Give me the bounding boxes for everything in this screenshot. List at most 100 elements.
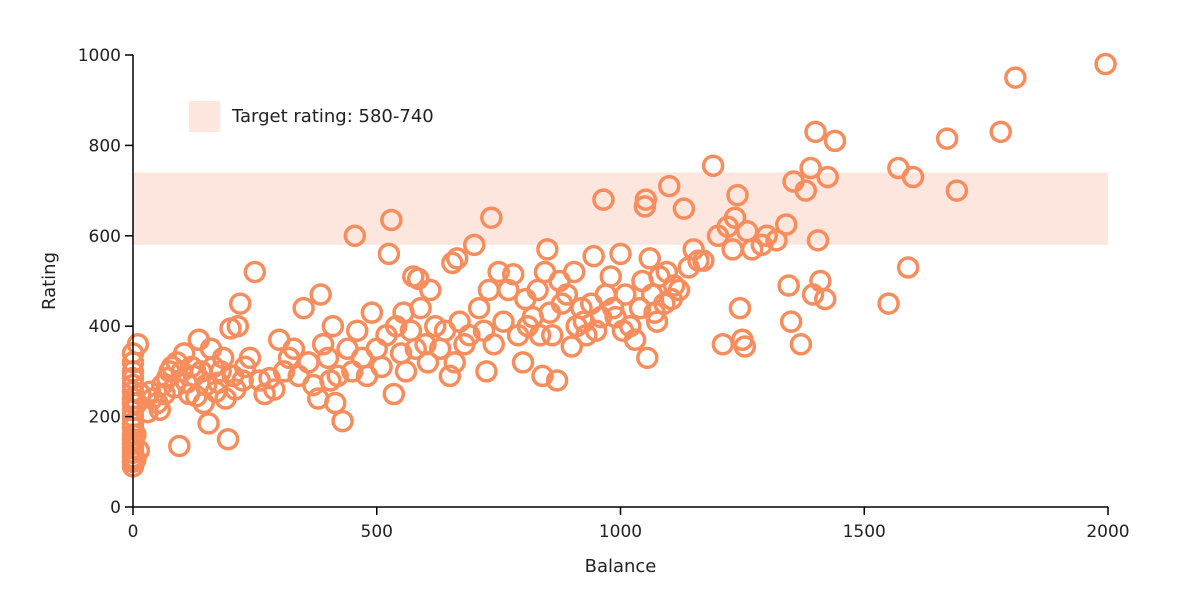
data-point — [545, 369, 569, 392]
data-point — [438, 364, 462, 388]
data-point — [814, 287, 837, 311]
data-point — [365, 337, 388, 361]
data-point — [448, 310, 471, 333]
data-point — [416, 351, 440, 374]
data-point — [229, 292, 252, 315]
data-point — [779, 310, 803, 333]
data-point — [331, 409, 354, 433]
data-point — [419, 278, 442, 302]
data-point — [129, 382, 152, 406]
data-point — [541, 323, 564, 347]
data-point — [502, 262, 525, 286]
data-point — [238, 346, 262, 370]
data-point — [463, 233, 486, 257]
data-point — [692, 249, 715, 272]
data-point — [346, 319, 369, 342]
data-point — [775, 213, 798, 236]
data-point — [324, 391, 347, 415]
data-point — [723, 206, 747, 229]
data-point — [989, 120, 1012, 144]
data-point — [394, 360, 418, 383]
data-point — [935, 127, 959, 150]
y-tick-label: 200 — [89, 408, 121, 428]
data-point — [601, 296, 625, 320]
x-tick-label: 2000 — [1086, 522, 1129, 542]
data-point — [584, 319, 608, 342]
data-point — [592, 188, 615, 211]
x-axis-ticks: 0 500 1000 1500 2000 — [128, 507, 1130, 542]
data-point — [799, 156, 822, 180]
data-point — [382, 382, 406, 406]
x-tick-label: 1000 — [599, 522, 642, 542]
data-point — [877, 292, 900, 315]
data-point — [658, 174, 681, 198]
data-point — [711, 333, 735, 356]
data-point — [231, 369, 254, 392]
y-tick-label: 800 — [89, 136, 121, 156]
data-point — [511, 351, 535, 374]
data-point — [360, 301, 384, 324]
data-point — [804, 120, 827, 144]
data-point — [445, 247, 469, 270]
data-point — [816, 165, 839, 189]
data-point — [528, 323, 552, 347]
x-tick-label: 500 — [361, 522, 393, 542]
data-point — [343, 224, 367, 248]
data-point — [806, 229, 830, 252]
data-point — [896, 256, 920, 279]
data-point — [406, 267, 430, 290]
legend-swatch — [189, 101, 220, 132]
data-point — [321, 314, 345, 338]
data-point — [636, 346, 659, 370]
data-point — [728, 296, 752, 320]
data-point — [209, 360, 232, 383]
data-point — [531, 364, 554, 388]
data-point — [777, 274, 800, 297]
data-point — [292, 296, 315, 320]
data-point — [619, 314, 642, 338]
data-point — [701, 154, 725, 177]
data-point — [662, 274, 686, 297]
data-point — [628, 296, 652, 320]
y-tick-label: 0 — [110, 498, 121, 518]
data-point — [272, 360, 296, 383]
x-tick-label: 1500 — [843, 522, 886, 542]
legend-label: Target rating: 580-740 — [231, 106, 434, 127]
data-point — [211, 346, 235, 370]
data-point — [380, 208, 403, 232]
data-point — [216, 427, 240, 451]
data-point — [794, 179, 817, 202]
y-tick-label: 600 — [89, 227, 121, 247]
data-point — [226, 314, 250, 338]
data-point — [168, 434, 191, 458]
data-point — [562, 260, 586, 284]
data-point — [634, 188, 658, 211]
data-point — [309, 283, 332, 306]
data-point — [645, 310, 669, 333]
y-tick-label: 400 — [89, 317, 121, 337]
data-point — [733, 335, 757, 358]
y-axis-ticks: 0 200 400 600 800 1000 — [78, 46, 133, 518]
data-point — [124, 423, 147, 446]
data-point — [126, 333, 150, 356]
data-point — [672, 197, 696, 220]
data-point — [555, 283, 579, 306]
data-point — [582, 244, 605, 268]
data-point — [458, 323, 481, 347]
data-point — [765, 229, 788, 252]
data-point — [526, 278, 549, 302]
data-point — [326, 364, 349, 388]
data-point — [623, 328, 647, 352]
data-point — [441, 251, 464, 275]
data-point — [475, 360, 498, 383]
data-point — [667, 278, 691, 302]
data-point — [243, 260, 267, 284]
data-point — [370, 355, 393, 379]
data-point — [127, 439, 151, 462]
data-point — [614, 283, 637, 306]
data-point — [599, 265, 622, 288]
data-point — [311, 333, 335, 356]
data-point — [901, 165, 925, 189]
